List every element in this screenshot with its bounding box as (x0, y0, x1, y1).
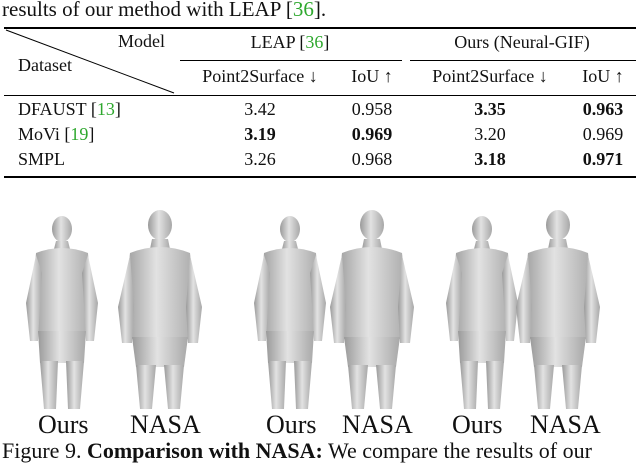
diagonal-header-line (5, 29, 175, 94)
ours-render-3 (446, 216, 518, 409)
table-cell: 3.18 (474, 149, 506, 169)
intro-text: results of our method with LEAP [36]. (2, 0, 326, 22)
table-row-dataset: MoVi [19] (18, 124, 95, 144)
citation-ref[interactable]: 36 (292, 0, 314, 21)
table-cell: 3.26 (244, 149, 276, 169)
figure-label: NASA (530, 410, 601, 439)
ours-render-1 (26, 216, 98, 409)
metric-header: IoU ↑ (582, 66, 624, 86)
figure-label: NASA (130, 410, 201, 439)
nasa-render-1 (118, 210, 202, 409)
table-top-rule (4, 27, 636, 29)
figure-label: Ours (38, 410, 89, 439)
table-cell: 0.963 (582, 99, 624, 119)
citation-ref[interactable]: 36 (305, 32, 324, 52)
figure-caption: Figure 9. Comparison with NASA: We compa… (2, 438, 592, 463)
nasa-render-3 (516, 210, 600, 409)
table-cell: 0.969 (582, 124, 624, 144)
comparison-figure (26, 210, 600, 409)
figure-label: Ours (266, 410, 317, 439)
group-underline-leap (180, 60, 402, 61)
citation-ref[interactable]: 13 (96, 99, 115, 119)
dataset-header: Dataset (18, 55, 72, 75)
table-cell: 3.42 (244, 99, 276, 119)
table-bottom-rule (4, 176, 636, 178)
metric-header: Point2Surface ↓ (432, 66, 548, 86)
group-header-ours: Ours (Neural-GIF) (454, 32, 590, 52)
table-cell: 0.969 (351, 124, 393, 144)
table-row-dataset: SMPL (18, 149, 66, 169)
table-cell: 3.20 (474, 124, 506, 144)
nasa-render-2 (330, 210, 414, 409)
metric-header: Point2Surface ↓ (202, 66, 318, 86)
table-cell: 3.19 (244, 124, 276, 144)
group-underline-ours (410, 60, 636, 61)
model-header: Model (118, 31, 165, 51)
figure-label: Ours (452, 410, 503, 439)
table-cell: 0.971 (582, 149, 624, 169)
group-header-leap: LEAP [36] (250, 32, 330, 52)
table-row-dataset: DFAUST [13] (18, 99, 121, 119)
metric-header: IoU ↑ (351, 66, 393, 86)
citation-ref[interactable]: 19 (70, 124, 89, 144)
table-header-rule (4, 95, 636, 96)
table-cell: 0.958 (351, 99, 393, 119)
table-cell: 0.968 (351, 149, 393, 169)
ours-render-2 (254, 216, 326, 409)
figure-label: NASA (342, 410, 413, 439)
table-cell: 3.35 (474, 99, 506, 119)
